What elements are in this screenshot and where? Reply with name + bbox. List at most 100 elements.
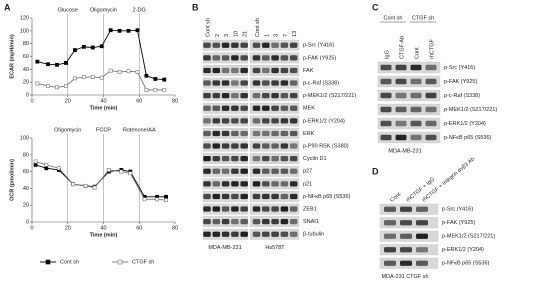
blot-band: [252, 55, 261, 61]
blot-band: [203, 219, 211, 225]
blot-band: [262, 67, 270, 74]
row-label: MEK: [303, 106, 315, 112]
blot-band: [262, 55, 270, 61]
data-point: [35, 59, 40, 64]
data-point: [126, 28, 131, 33]
annotation: Oligomycin: [90, 7, 117, 13]
blot-band: [212, 181, 221, 187]
blot-band: [240, 181, 248, 187]
data-point: [162, 87, 167, 92]
x-tick-label: 60: [136, 225, 142, 231]
data-point: [142, 197, 147, 202]
data-point: [90, 75, 95, 79]
data-point: [155, 197, 160, 202]
data-point: [73, 48, 77, 52]
data-point: [90, 45, 95, 50]
blot-band: [425, 64, 437, 71]
data-point: [83, 183, 88, 188]
blot-band: [240, 42, 248, 48]
blot-band: [203, 181, 211, 187]
data-point: [144, 73, 149, 78]
blot-band: [221, 219, 230, 225]
blot-band: [221, 67, 230, 74]
y-tick-label: 100: [20, 28, 29, 34]
blot-band: [221, 193, 230, 200]
data-point: [99, 75, 104, 80]
data-point: [55, 85, 59, 90]
blot-band: [252, 42, 261, 48]
row-label: p-ERK1/2 (Y204): [303, 118, 345, 124]
blot-band: [271, 67, 279, 74]
blot-band: [271, 93, 279, 99]
blot-band: [212, 206, 221, 212]
row-label: p-Src (Y416): [444, 65, 475, 71]
blot-band: [212, 130, 221, 137]
row-label: SNAI1: [303, 219, 319, 225]
y-axis-title: OCR (pmol/min): [9, 159, 15, 201]
blot-band: [395, 134, 407, 141]
lane-label: IgG: [384, 50, 390, 59]
data-point: [64, 84, 68, 88]
blot-band: [289, 231, 298, 237]
y-tick-label: 60: [23, 169, 29, 175]
series-line: [35, 164, 167, 198]
series-line: [35, 161, 167, 201]
blot-band: [280, 42, 289, 48]
blot-band: [271, 42, 279, 48]
row-label: p-NFκB p65 (S536): [303, 194, 351, 200]
blot-band: [262, 231, 270, 237]
blot-band: [203, 42, 211, 48]
blot-band: [262, 42, 270, 48]
blot-band: [221, 130, 230, 137]
data-point: [162, 77, 167, 82]
lane-label: CTGF Ab: [399, 36, 405, 59]
blot-band: [231, 219, 239, 225]
lane-label: Cont sh: [205, 18, 211, 37]
blot-band: [280, 168, 289, 174]
data-point: [81, 44, 86, 49]
data-point: [44, 166, 49, 171]
blot-band: [252, 67, 261, 74]
data-point: [73, 76, 77, 81]
data-point: [35, 81, 40, 86]
blot-band: [289, 219, 298, 225]
blot-band: [280, 156, 289, 162]
blot-band: [410, 78, 422, 85]
blot-strip: [377, 61, 441, 74]
series-line: [37, 29, 165, 81]
x-tick-label: 60: [136, 98, 142, 104]
blot-band: [212, 93, 221, 99]
blot-band: [271, 105, 279, 111]
data-point: [33, 159, 38, 164]
blot-band: [240, 118, 248, 124]
blot-band: [231, 206, 239, 212]
blot-band: [221, 206, 230, 212]
y-tick-label: 60: [23, 54, 29, 60]
blot-band: [231, 193, 239, 200]
blot-band: [240, 193, 248, 200]
data-point: [71, 182, 76, 187]
blot-band: [203, 118, 211, 124]
blot-band: [271, 168, 279, 174]
blot-band: [289, 143, 298, 149]
blot-band: [271, 219, 279, 225]
data-point: [135, 70, 140, 74]
blot-band: [252, 118, 261, 124]
blot-band: [289, 181, 298, 187]
lane-label: 3: [224, 34, 230, 37]
blot-band: [425, 106, 437, 113]
blot-band: [410, 120, 422, 127]
blot-band: [212, 67, 221, 74]
data-point: [99, 44, 104, 49]
x-tick-label: 20: [65, 225, 71, 231]
blot-band: [212, 118, 221, 124]
annotation: Oligomycin: [54, 127, 81, 133]
row-label: ZEB1: [303, 207, 317, 213]
row-label: p-MEK1/2 (S217/221): [444, 107, 497, 113]
group-label: CTGF sh: [412, 15, 434, 21]
panel-label: A: [4, 2, 11, 12]
blot-band: [240, 67, 248, 74]
blot-band: [240, 80, 248, 86]
blot-band: [231, 168, 239, 174]
blot-band: [240, 168, 248, 174]
